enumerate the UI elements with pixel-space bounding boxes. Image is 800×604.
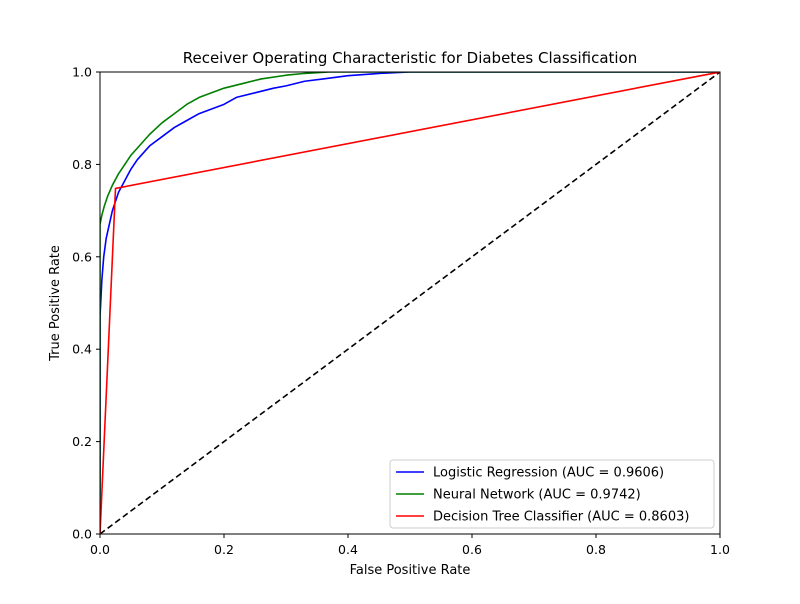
y-tick-label: 0.6 [72,249,92,264]
legend: Logistic Regression (AUC = 0.9606) Neural… [389,459,715,529]
y-tick-label: 0.2 [72,434,92,449]
x-tick-label: 1.0 [710,542,730,557]
y-tick-label: 0.4 [72,342,92,357]
series-line-2 [100,72,720,534]
legend-box [389,459,715,529]
x-tick-label: 0.4 [338,542,358,557]
series-line-1 [100,72,720,534]
legend-label-0: Logistic Regression (AUC = 0.9606) [433,466,664,481]
chance-diagonal-line [100,72,720,534]
y-tick-label: 0.8 [72,157,92,172]
series-layer [100,72,720,534]
x-tick-label: 0.8 [586,542,606,557]
y-tick-label: 1.0 [72,65,92,80]
legend-label-2: Decision Tree Classifier (AUC = 0.8603) [433,510,689,525]
x-tick-label: 0.2 [214,542,234,557]
chart-title: Receiver Operating Characteristic for Di… [183,49,638,67]
x-tick-label: 0.0 [90,542,110,557]
axes-frame [99,71,721,535]
ticks-layer: 0.0 0.2 0.4 0.6 0.8 1.0 0.0 0.2 0.4 0.6 0.8 1.0 [72,65,730,558]
x-tick-label: 0.6 [462,542,482,557]
y-axis-label: True Positive Rate [48,245,63,362]
y-tick-label: 0.0 [72,527,92,542]
legend-label-1: Neural Network (AUC = 0.9742) [433,488,641,503]
series-line-0 [100,72,720,534]
x-axis-label: False Positive Rate [350,563,471,578]
